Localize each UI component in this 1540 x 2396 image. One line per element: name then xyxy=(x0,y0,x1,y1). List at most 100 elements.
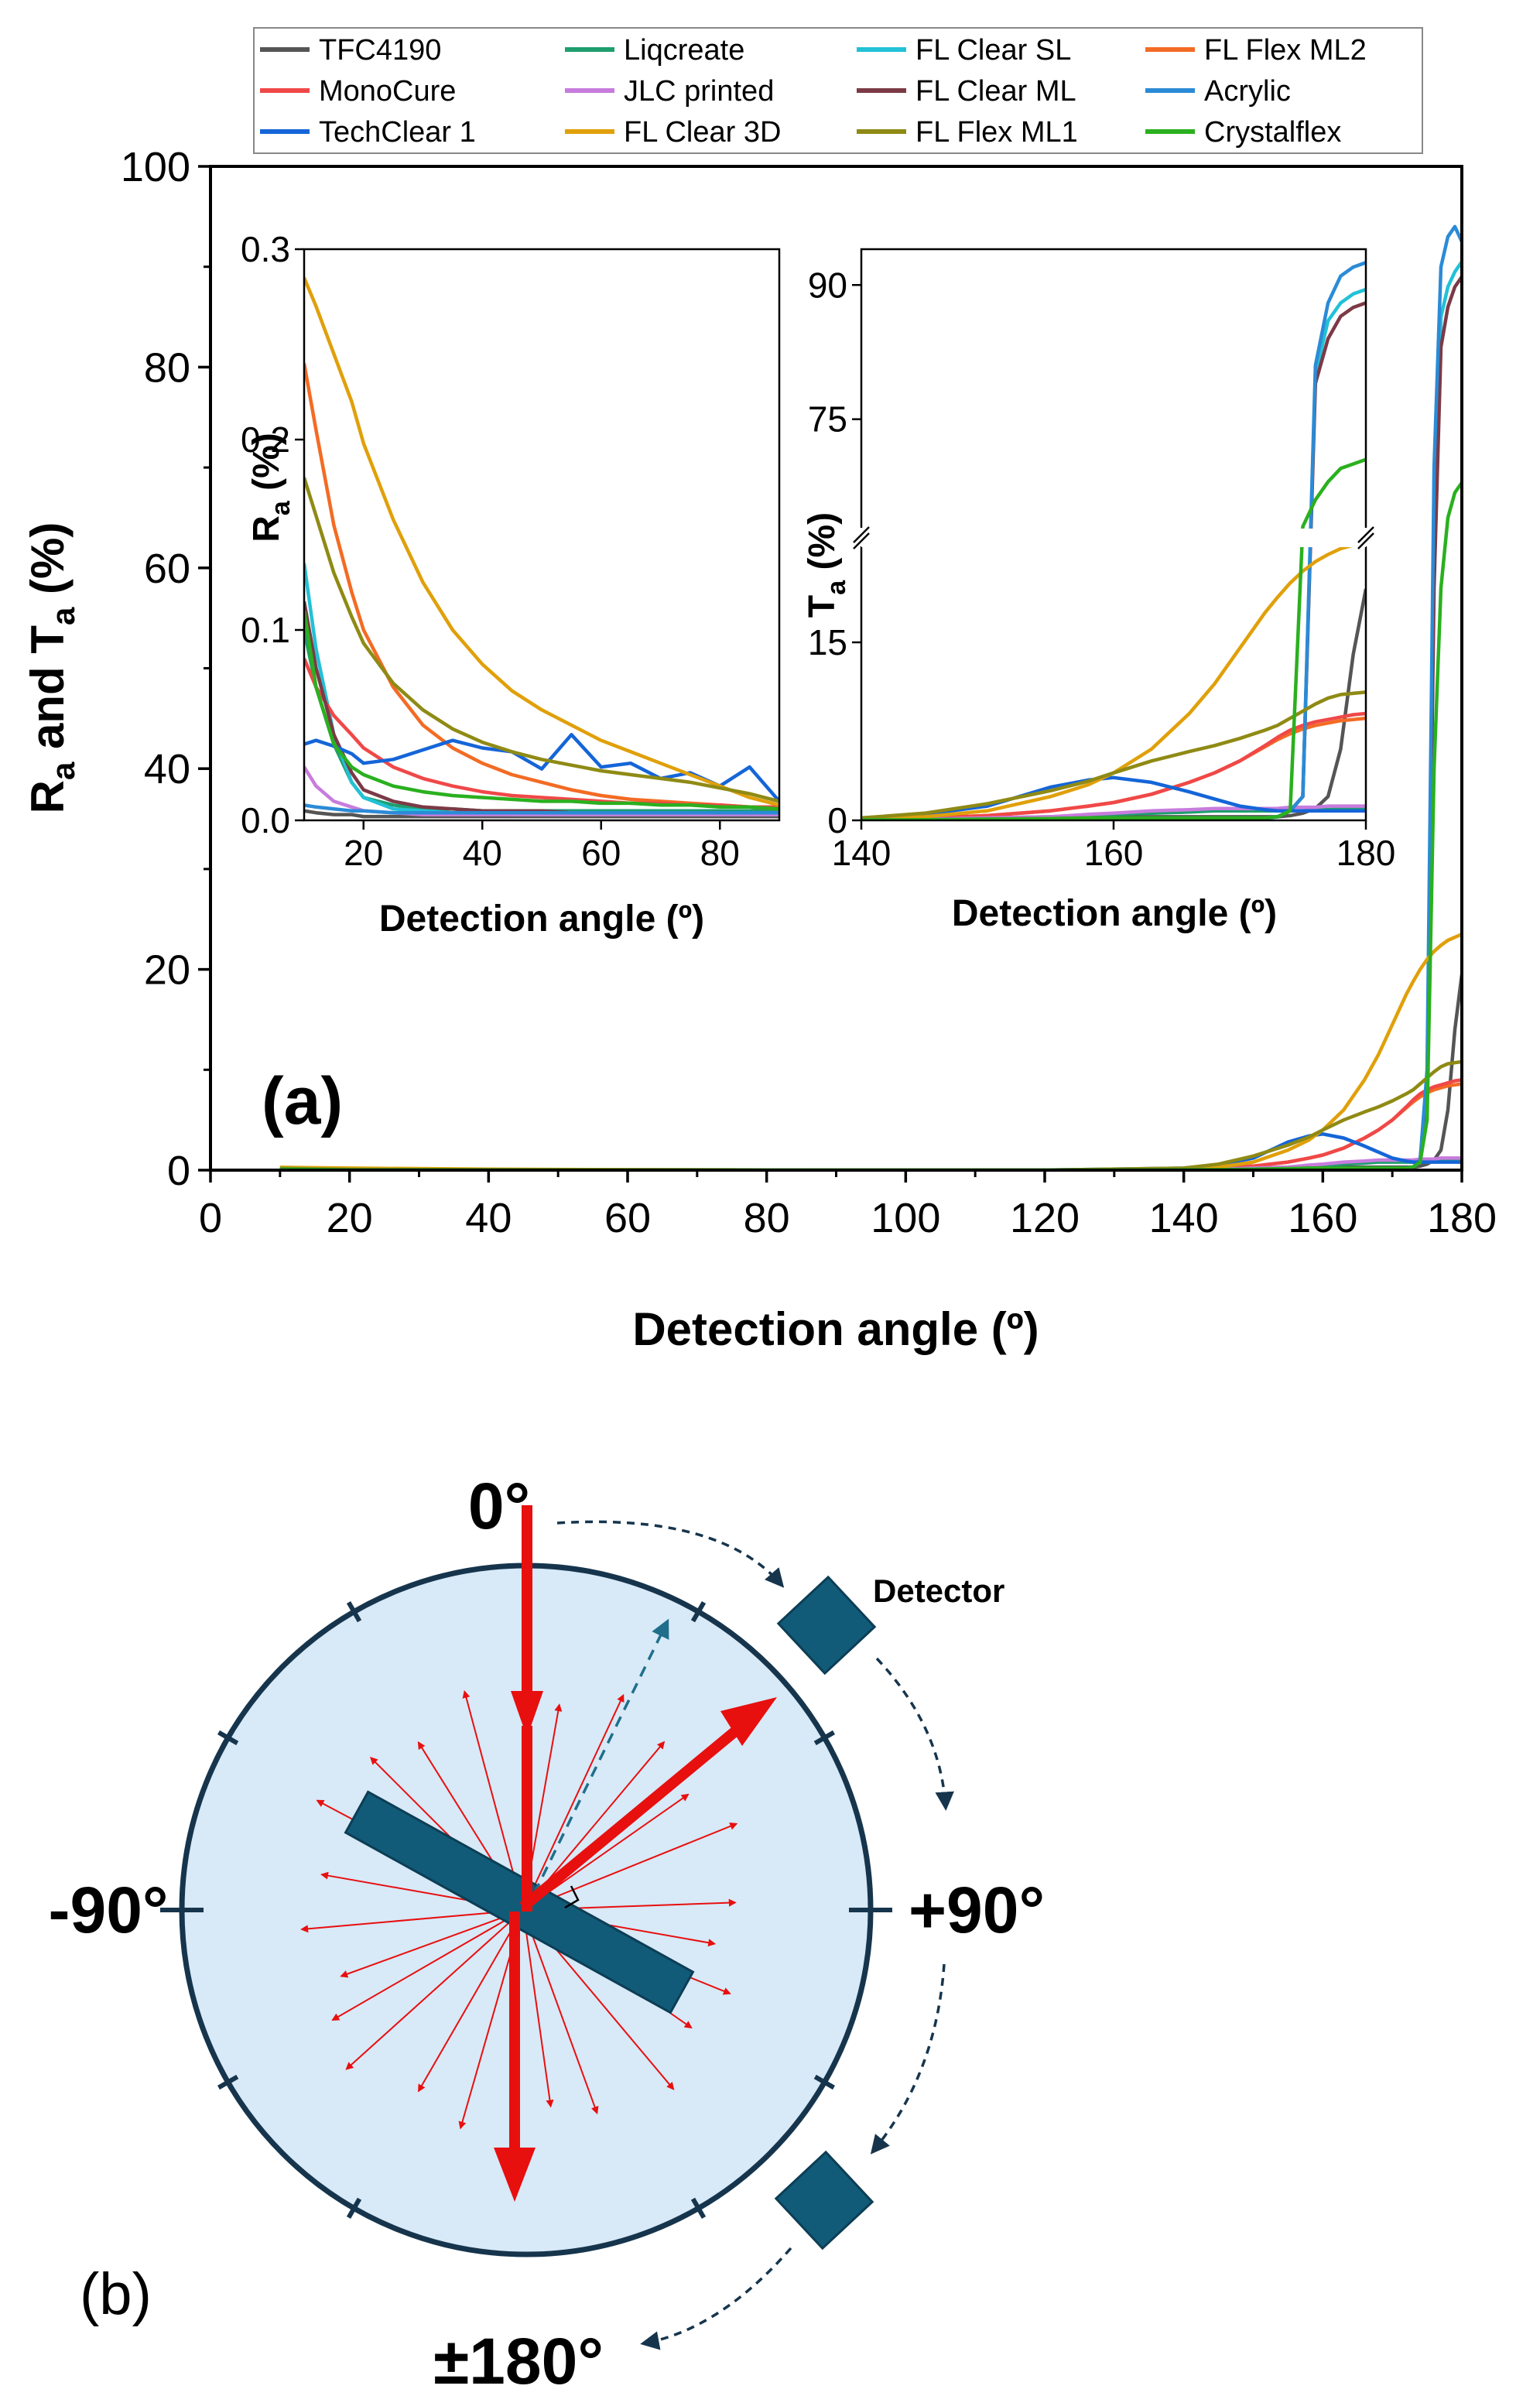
inset-transmittance-y-tick-label: 0 xyxy=(827,800,847,840)
series-line-fl-clear-3d xyxy=(304,277,779,807)
angle-label-bottom: ±180° xyxy=(433,2325,604,2392)
label-part: a xyxy=(45,607,81,625)
series-line-monocure xyxy=(861,711,1366,820)
main-y-tick-label: 0 xyxy=(167,1148,190,1194)
angle-label-top: 0° xyxy=(468,1470,530,1542)
series-line-tfc4190 xyxy=(279,974,1462,1170)
legend-label-techclear-1: TechClear 1 xyxy=(319,116,476,149)
main-plot: 0 20 40 60 80 100 120 140 160 180 0 20 40 60 80 100 (a)… xyxy=(22,144,1497,1355)
series-line-acrylic xyxy=(304,803,779,815)
series-line-jlc-printed xyxy=(861,804,1366,820)
inset-transmittance-y-tick-label: 15 xyxy=(808,622,847,662)
label-part: a xyxy=(45,762,81,780)
inset-reflectance-x-axis-label: Detection angle (º) xyxy=(379,898,704,940)
series-line-fl-flex-ml1 xyxy=(279,1059,1462,1170)
rotation-arrow-bottom xyxy=(640,2247,792,2350)
label-part: R xyxy=(22,780,74,813)
inset-transmittance-x-tick-label: 180 xyxy=(1336,833,1396,873)
legend-label-fl-clear-sl: FL Clear SL xyxy=(915,34,1071,67)
scatter-ray xyxy=(345,1909,524,2070)
scatter-ray xyxy=(522,1909,599,2115)
inset-reflectance: 20 40 60 80 0.0 0.1 0.2 0.3 Detection angle (º)… xyxy=(241,229,781,940)
inset-transmittance-y-axis-label: Ta (%) xyxy=(802,512,851,618)
scatter-ray xyxy=(522,1909,554,2108)
incident-beam-arrowhead xyxy=(511,1691,543,1737)
inset-reflectance-y-tick-label: 0.3 xyxy=(241,229,290,269)
main-x-tick-label: 180 xyxy=(1427,1195,1497,1241)
series-line-jlc-printed xyxy=(304,765,779,816)
main-x-tick-label: 60 xyxy=(604,1195,651,1241)
label-part: a xyxy=(822,580,851,595)
main-x-tick-label: 100 xyxy=(871,1195,940,1241)
legend-label-fl-flex-ml1: FL Flex ML1 xyxy=(915,116,1078,149)
main-y-tick-label: 60 xyxy=(144,546,190,592)
label-part: (%) xyxy=(22,522,74,608)
right-angle-mark xyxy=(564,1885,580,1909)
series-line-fl-flex-ml1 xyxy=(304,477,779,803)
angle-label-left: -90° xyxy=(49,1874,169,1946)
inset-transmittance-y-tick-label: 75 xyxy=(808,399,847,440)
legend-label-monocure: MonoCure xyxy=(319,75,456,108)
inset-reflectance-y-tick-label: 0.2 xyxy=(241,419,290,460)
legend-label-tfc4190: TFC4190 xyxy=(319,34,441,67)
angle-tick xyxy=(690,1600,707,1623)
inset-transmittance: 140 160 180 0 15 75 90 Detection angle (º) Ta … xyxy=(802,248,1396,934)
series-line-techclear-1 xyxy=(861,775,1366,820)
inset-transmittance-x-axis-label: Detection angle (º) xyxy=(952,893,1277,934)
reflected-beam-arrowhead xyxy=(720,1697,777,1746)
inset-reflectance-x-tick-label: 80 xyxy=(700,833,740,873)
main-y-tick-label: 100 xyxy=(121,144,190,190)
label-part: R xyxy=(246,515,287,543)
panel-b-label: (b) xyxy=(80,2261,152,2327)
scatter-ray xyxy=(331,1909,524,2021)
angle-tick xyxy=(217,2074,239,2090)
detector-direction-dashed-arrow xyxy=(525,1618,669,1911)
inset-reflectance-x-tick-label: 60 xyxy=(581,833,621,873)
rotation-arrow-right-lower xyxy=(870,1963,946,2155)
main-x-tick-label: 20 xyxy=(327,1195,373,1241)
series-line-fl-flex-ml1 xyxy=(861,690,1366,820)
main-x-axis-label: Detection angle (º) xyxy=(632,1303,1039,1355)
inset-reflectance-y-tick-label: 0.0 xyxy=(241,800,290,840)
inset-reflectance-frame xyxy=(303,248,781,822)
scatter-ray xyxy=(522,1693,625,1911)
legend: TFC4190 Liqcreate FL Clear SL FL Flex ML2 Mo… xyxy=(253,27,1423,154)
series-line-fl-flex-ml2 xyxy=(304,363,779,811)
angle-tick-marks xyxy=(160,1600,892,2220)
angle-tick xyxy=(217,1730,239,1746)
detector-label: Detector xyxy=(873,1573,1004,1609)
main-x-tick-label: 80 xyxy=(744,1195,790,1241)
goniometer-diagram: 0° -90° +90° ±180° Detector (b) xyxy=(49,1470,1045,2396)
scatter-ray xyxy=(417,1909,524,2093)
series-line-tfc4190 xyxy=(304,809,779,819)
rotation-arrow-top xyxy=(556,1520,785,1588)
series-line-fl-flex-ml2 xyxy=(279,1082,1462,1170)
angle-tick xyxy=(813,2074,836,2090)
angle-label-right: +90° xyxy=(909,1874,1045,1946)
inset-reflectance-y-axis-label: Ra (%) xyxy=(246,433,296,543)
main-y-tick-label: 80 xyxy=(144,344,190,391)
inset-reflectance-x-tick-label: 40 xyxy=(463,833,502,873)
main-x-tick-label: 160 xyxy=(1288,1195,1357,1241)
legend-label-fl-clear-ml: FL Clear ML xyxy=(915,75,1076,108)
series-line-jlc-printed xyxy=(279,1156,1462,1170)
main-x-tick-label: 140 xyxy=(1149,1195,1219,1241)
scatter-ray xyxy=(300,1909,524,1933)
angle-tick xyxy=(346,1600,362,1623)
legend-label-fl-clear-3d: FL Clear 3D xyxy=(624,116,781,149)
angle-tick xyxy=(346,2197,362,2220)
detector-bottom xyxy=(774,2150,874,2251)
angle-tick xyxy=(813,1730,836,1746)
detector-top xyxy=(776,1575,877,1675)
series-line-crystalflex xyxy=(861,457,1366,820)
main-plot-frame xyxy=(209,165,1463,1172)
legend-frame xyxy=(253,27,1423,154)
inset-transmittance-x-tick-label: 160 xyxy=(1084,833,1144,873)
series-line-fl-clear-3d xyxy=(861,539,1366,820)
label-part: (%) xyxy=(802,512,843,580)
scatter-ray xyxy=(340,1909,524,1978)
label-part: a xyxy=(266,500,296,515)
main-y-tick-label: 40 xyxy=(144,746,190,792)
